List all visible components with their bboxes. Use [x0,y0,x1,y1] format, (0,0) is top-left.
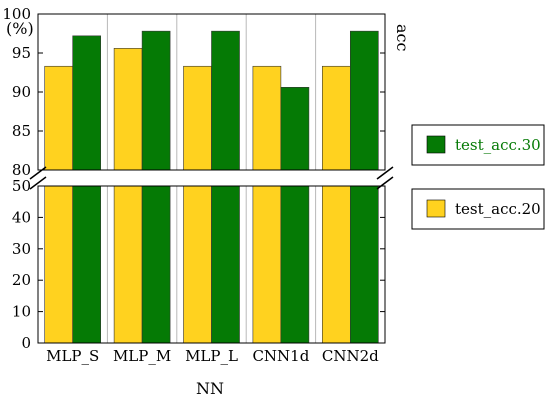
legend-swatch-test-acc-20 [426,199,446,218]
bar-test-acc-20-mlp-s-lower [44,185,74,344]
bar-test-acc-20-cnn1d [252,65,282,171]
bar-test-acc-20-cnn2d-lower [321,185,351,344]
bar-test-acc-30-mlp-l [211,30,240,171]
x-tick-label-mlp-m: MLP_M [113,347,171,365]
y-tick-label-lower-20: 20 [12,271,31,289]
axis-break-mark-left [29,176,47,190]
y-axis-label: (%) [6,19,34,38]
y-tick-label-upper-90: 90 [12,83,31,101]
bar-test-acc-20-cnn2d [321,65,351,171]
legend-label-test-acc-30: test_acc.30 [455,136,541,154]
bar-test-acc-30-mlp-l-lower [211,185,240,344]
bar-test-acc-30-mlp-s [72,35,101,171]
y-tick-label-lower-40: 40 [12,208,31,226]
legend-entry-test-acc-30: test_acc.30 [411,124,545,166]
lower-plot-frame [37,185,386,344]
bar-test-acc-20-cnn1d-lower [252,185,282,344]
y-tick-label-upper-100: 100 [2,5,31,23]
bar-test-acc-20-mlp-m [113,48,143,171]
bar-test-acc-30-cnn1d-lower [280,185,310,344]
y-tick-label-upper-85: 85 [12,122,31,140]
bar-test-acc-30-cnn2d-lower [349,185,379,344]
y-tick-label-lower-10: 10 [12,303,31,321]
y-axis-ticks: 80 85 90 95 100 0 10 20 30 40 50 [2,5,385,352]
bar-test-acc-20-mlp-m-lower [113,185,143,344]
legend-entry-test-acc-20: test_acc.20 [411,188,545,230]
axis-break-mark-left [29,166,47,180]
axis-break-mark-right [376,176,394,190]
bar-test-acc-30-cnn2d [349,30,379,171]
x-tick-label-mlp-l: MLP_L [185,347,238,365]
legend-label-test-acc-20: test_acc.20 [455,200,541,218]
grid-lines [106,14,317,343]
axis-break-gap [32,171,391,185]
bar-test-acc-30-mlp-m-lower [141,185,171,344]
x-tick-label-mlp-s: MLP_S [46,347,99,365]
bar-test-acc-20-mlp-l-lower [183,185,212,344]
x-tick-label-cnn2d: CNN2d [322,347,379,365]
bar-test-acc-30-mlp-m [141,30,171,171]
right-axis-label: acc [393,24,412,52]
bars [44,30,379,344]
bar-test-acc-20-mlp-s [44,65,74,171]
x-tick-label-cnn1d: CNN1d [252,347,309,365]
bar-test-acc-30-mlp-s-lower [72,185,101,344]
x-axis-tick-labels: MLP_S MLP_M MLP_L CNN1d CNN2d [46,347,379,365]
x-axis-title: NN [196,379,224,398]
y-tick-label-upper-80: 80 [12,161,31,179]
legend-swatch-test-acc-30 [426,135,446,154]
y-tick-label-lower-50: 50 [12,177,31,195]
bar-test-acc-30-cnn1d [280,87,310,171]
y-tick-label-upper-95: 95 [12,44,31,62]
axis-break-mark-right [376,166,394,180]
y-tick-label-lower-30: 30 [12,240,31,258]
bar-test-acc-20-mlp-l [183,65,212,171]
y-tick-label-lower-0: 0 [21,334,31,352]
